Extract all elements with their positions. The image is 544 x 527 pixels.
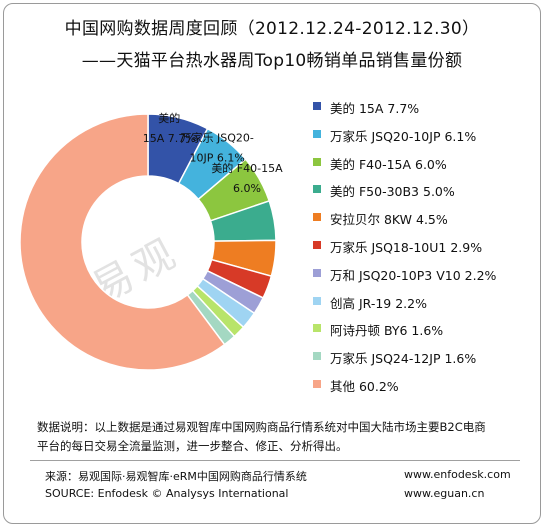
legend-label: 美的 F50-30B3 5.0%: [330, 184, 455, 200]
legend-label: 创高 JR-19 2.2%: [330, 295, 427, 311]
legend-swatch: [313, 352, 321, 361]
legend-swatch: [313, 157, 321, 166]
source-en: SOURCE: Enfodesk © Analysys Internationa…: [45, 487, 289, 500]
legend-label: 美的 15A 7.7%: [330, 101, 420, 116]
slice-label-0: 美的 15A 7.7%: [143, 111, 196, 145]
legend-label: 万家乐 JSQ18-10U1 2.9%: [330, 240, 483, 255]
url-eguan: www.eguan.cn: [404, 487, 485, 500]
legend-label: 万家乐 JSQ20-10JP 6.1%: [330, 128, 477, 144]
chart-subtitle: ——天猫平台热水器周Top10畅销单品销售量份额: [81, 51, 463, 71]
legend-swatch: [313, 102, 321, 110]
legend-swatch: [313, 324, 321, 333]
legend-label: 其他 60.2%: [330, 379, 399, 394]
legend-label: 阿诗丹顿 BY6 1.6%: [330, 323, 444, 339]
legend-label: 万和 JSQ20-10P3 V10 2.2%: [330, 267, 497, 283]
chart-title: 中国网购数据周度回顾（2012.12.24-2012.12.30）: [64, 19, 480, 39]
source-cn: 来源：易观国际·易观智库·eRM中国网购商品行情系统: [45, 470, 307, 483]
legend-label: 万家乐 JSQ24-12JP 1.6%: [330, 351, 477, 367]
legend-swatch: [313, 268, 321, 277]
legend-swatch: [313, 296, 321, 305]
legend-swatch: [313, 129, 321, 138]
legend-swatch: [313, 185, 321, 194]
data-note-line2: 平台的每日交易全流量监测，进一步整合、修正、分析得出。: [37, 439, 348, 453]
slice-label-2: 美的 F40-15A 6.0%: [211, 161, 283, 195]
url-enfodesk: www.enfodesk.com: [404, 468, 511, 481]
legend-label: 美的 F40-15A 6.0%: [330, 156, 447, 172]
legend-swatch: [313, 380, 321, 388]
legend-swatch: [313, 213, 321, 222]
legend-swatch: [313, 241, 321, 249]
legend-label: 安拉贝尔 8KW 4.5%: [330, 212, 448, 228]
data-note: 数据说明：以上数据是通过易观智库中国网购商品行情系统对中国大陆市场主要B2C电商…: [37, 418, 517, 456]
donut-slice-10: [19, 113, 226, 371]
data-note-line1: 数据说明：以上数据是通过易观智库中国网购商品行情系统对中国大陆市场主要B2C电商: [37, 420, 486, 434]
slice-label-1: 万家乐 JSQ20-10JP 6.1%: [180, 131, 253, 165]
footer-divider: [30, 460, 520, 461]
